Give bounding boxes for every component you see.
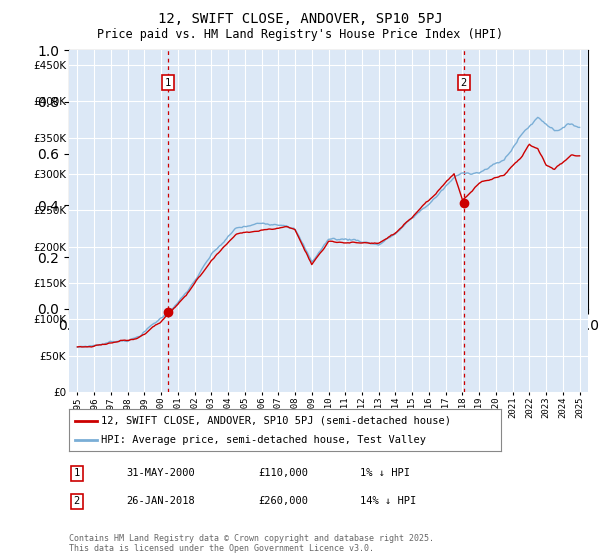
Text: 1% ↓ HPI: 1% ↓ HPI [360, 468, 410, 478]
Text: £260,000: £260,000 [258, 496, 308, 506]
Text: 14% ↓ HPI: 14% ↓ HPI [360, 496, 416, 506]
Text: 2: 2 [74, 496, 80, 506]
Text: 1: 1 [74, 468, 80, 478]
Text: 2: 2 [461, 78, 467, 88]
Text: 1: 1 [165, 78, 171, 88]
Text: 31-MAY-2000: 31-MAY-2000 [126, 468, 195, 478]
Text: 12, SWIFT CLOSE, ANDOVER, SP10 5PJ (semi-detached house): 12, SWIFT CLOSE, ANDOVER, SP10 5PJ (semi… [101, 416, 451, 426]
Text: 12, SWIFT CLOSE, ANDOVER, SP10 5PJ: 12, SWIFT CLOSE, ANDOVER, SP10 5PJ [158, 12, 442, 26]
Text: Price paid vs. HM Land Registry's House Price Index (HPI): Price paid vs. HM Land Registry's House … [97, 28, 503, 41]
Text: 26-JAN-2018: 26-JAN-2018 [126, 496, 195, 506]
Text: £110,000: £110,000 [258, 468, 308, 478]
Text: HPI: Average price, semi-detached house, Test Valley: HPI: Average price, semi-detached house,… [101, 435, 427, 445]
Text: Contains HM Land Registry data © Crown copyright and database right 2025.
This d: Contains HM Land Registry data © Crown c… [69, 534, 434, 553]
